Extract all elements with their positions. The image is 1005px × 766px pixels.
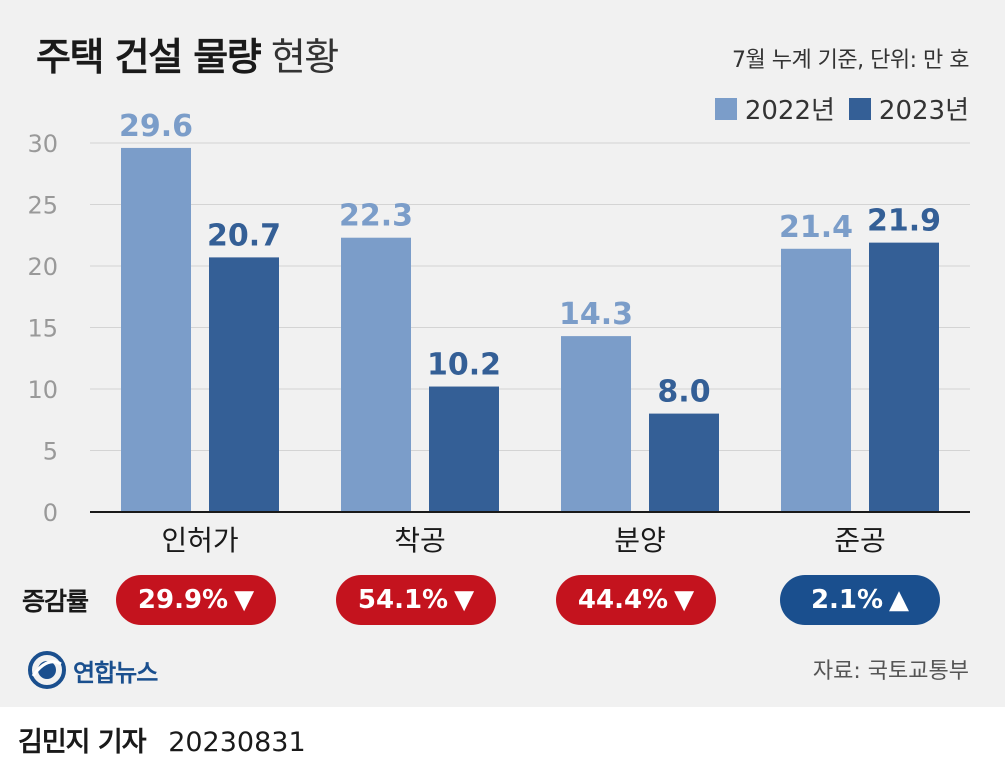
logo-text: 연합뉴스 bbox=[73, 658, 158, 687]
change-rate-label: 증감률 bbox=[22, 587, 89, 616]
y-tick-label: 20 bbox=[27, 253, 58, 281]
data-label: 29.6 bbox=[119, 109, 193, 144]
legend-item-2022: 2022년 bbox=[714, 90, 835, 127]
bar bbox=[781, 248, 851, 512]
bar bbox=[121, 147, 191, 513]
change-pill-starts: 54.1% ▼ bbox=[336, 575, 496, 625]
change-value: 44.4% bbox=[577, 585, 669, 615]
bar bbox=[561, 336, 631, 512]
data-label: 8.0 bbox=[657, 375, 710, 410]
bar-chart: 0 5 10 15 20 25 30 29.6 20.7 인허가 22.3 10.2 착공 14.3 8.0… bbox=[27, 109, 970, 557]
data-label: 14.3 bbox=[559, 297, 633, 332]
up-arrow-icon: ▲ bbox=[889, 585, 910, 615]
bar bbox=[649, 413, 719, 512]
down-arrow-icon: ▼ bbox=[674, 585, 695, 615]
byline: 김민지 기자 20230831 bbox=[18, 720, 306, 759]
reporter-name: 김민지 기자 bbox=[18, 727, 147, 758]
data-label: 10.2 bbox=[427, 348, 501, 383]
legend-label-2023: 2023년 bbox=[878, 96, 969, 126]
page-title: 주택 건설 물량 현황 bbox=[36, 26, 339, 81]
change-value: 29.9% bbox=[137, 585, 229, 615]
y-tick-label: 30 bbox=[27, 130, 58, 158]
legend: 2022년 2023년 bbox=[714, 90, 969, 127]
y-tick-label: 10 bbox=[27, 376, 58, 404]
down-arrow-icon: ▼ bbox=[454, 585, 475, 615]
title-sub: 현황 bbox=[270, 35, 339, 79]
legend-label-2022: 2022년 bbox=[744, 96, 835, 126]
change-pill-completions: 2.1% ▲ bbox=[780, 575, 940, 625]
y-tick-label: 25 bbox=[27, 192, 58, 220]
x-tick-label: 분양 bbox=[614, 524, 666, 557]
bar bbox=[429, 386, 499, 512]
bar bbox=[209, 257, 279, 512]
data-label: 20.7 bbox=[207, 218, 281, 253]
x-tick-label: 착공 bbox=[394, 524, 446, 557]
y-tick-label: 15 bbox=[27, 315, 58, 343]
legend-item-2023: 2023년 bbox=[848, 90, 969, 127]
data-label: 21.4 bbox=[779, 210, 853, 245]
change-value: 54.1% bbox=[357, 585, 449, 615]
legend-swatch-2022 bbox=[714, 97, 737, 120]
source-note: 자료: 국토교통부 bbox=[812, 659, 969, 684]
data-label: 22.3 bbox=[339, 199, 413, 234]
y-tick-label: 5 bbox=[43, 438, 58, 466]
bar bbox=[869, 242, 939, 512]
change-pill-permits: 29.9% ▼ bbox=[116, 575, 276, 625]
byline-date: 20230831 bbox=[168, 727, 306, 758]
yonhap-logo: 연합뉴스 bbox=[27, 650, 158, 690]
change-pill-sales: 44.4% ▼ bbox=[556, 575, 716, 625]
bar bbox=[341, 237, 411, 512]
title-main: 주택 건설 물량 bbox=[36, 35, 262, 79]
unit-note: 7월 누계 기준, 단위: 만 호 bbox=[731, 48, 970, 73]
change-value: 2.1% bbox=[810, 585, 884, 615]
down-arrow-icon: ▼ bbox=[234, 585, 255, 615]
legend-swatch-2023 bbox=[848, 97, 871, 120]
x-tick-label: 인허가 bbox=[161, 524, 238, 557]
y-tick-label: 0 bbox=[43, 499, 58, 527]
x-tick-label: 준공 bbox=[834, 524, 886, 557]
yonhap-logo-icon bbox=[28, 651, 66, 689]
data-label: 21.9 bbox=[867, 204, 941, 239]
